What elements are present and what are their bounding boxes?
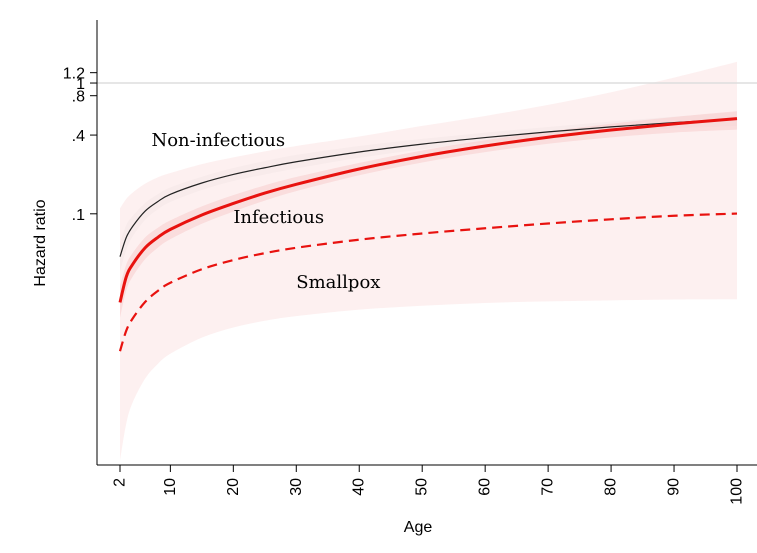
x-tick-label: 70 <box>540 478 557 496</box>
y-tick-label: .1 <box>72 207 85 224</box>
x-tick-label: 90 <box>666 478 683 496</box>
x-tick-label: 20 <box>225 478 242 496</box>
y-tick-label: .8 <box>72 89 85 106</box>
y-tick-label: .4 <box>72 128 85 145</box>
annotation-non-infectious: Non-infectious <box>151 130 285 151</box>
confidence-band-smallpox <box>120 61 737 461</box>
x-tick-label: 30 <box>288 478 305 496</box>
y-tick-label: 1 <box>76 76 85 93</box>
series-line-non-infectious <box>119 118 738 257</box>
x-tick-label: 40 <box>351 478 368 496</box>
x-tick-label: 2 <box>112 478 129 487</box>
x-tick-label: 80 <box>603 478 620 496</box>
series-line-infectious <box>118 117 738 303</box>
annotations: Non-infectious Infectious Smallpox <box>151 130 380 293</box>
y-axis-title: Hazard ratio <box>32 199 49 286</box>
axes <box>96 20 757 466</box>
x-tick-label: 50 <box>414 478 431 496</box>
series-lines <box>118 117 738 352</box>
x-axis-ticks: 2 10 20 30 40 50 60 70 80 90 100 <box>112 465 746 505</box>
x-tick-label: 10 <box>162 478 179 496</box>
annotation-infectious: Infectious <box>233 207 324 228</box>
x-tick-label: 60 <box>477 478 494 496</box>
y-axis-ticks: .1 .4 .811.2 <box>63 66 97 224</box>
y-tick-label: 1.2 <box>63 66 85 83</box>
x-tick-label: 100 <box>729 478 746 505</box>
series-line-smallpox <box>118 212 738 352</box>
x-axis-title: Age <box>404 519 433 536</box>
annotation-smallpox: Smallpox <box>296 272 380 293</box>
